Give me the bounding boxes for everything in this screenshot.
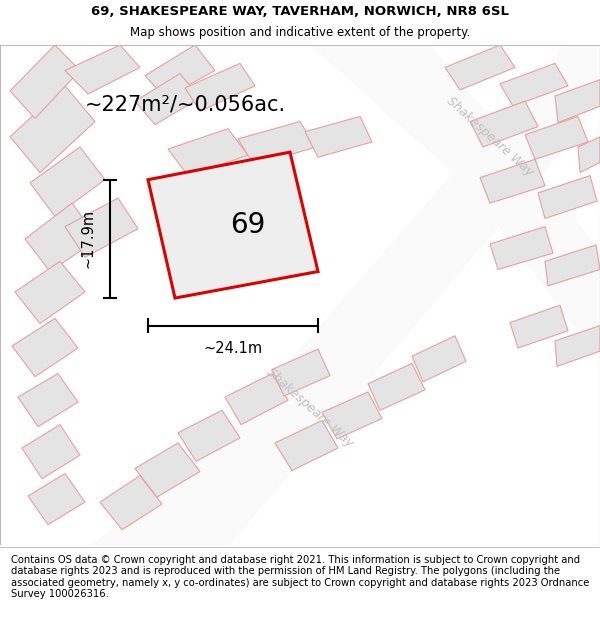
Text: Shakespeare Way: Shakespeare Way xyxy=(444,94,536,179)
Polygon shape xyxy=(135,74,200,124)
Polygon shape xyxy=(178,410,240,461)
Polygon shape xyxy=(30,147,105,216)
Text: 69, SHAKESPEARE WAY, TAVERHAM, NORWICH, NR8 6SL: 69, SHAKESPEARE WAY, TAVERHAM, NORWICH, … xyxy=(91,5,509,18)
Polygon shape xyxy=(412,336,466,382)
Text: 69: 69 xyxy=(230,211,265,239)
Polygon shape xyxy=(322,392,382,439)
Polygon shape xyxy=(470,101,538,147)
Polygon shape xyxy=(578,137,600,172)
Polygon shape xyxy=(18,374,78,427)
Polygon shape xyxy=(368,363,425,410)
Polygon shape xyxy=(310,45,600,361)
Text: ~227m²/~0.056ac.: ~227m²/~0.056ac. xyxy=(85,94,286,114)
Polygon shape xyxy=(15,261,85,324)
Polygon shape xyxy=(90,4,600,545)
Text: ~17.9m: ~17.9m xyxy=(80,209,95,269)
Polygon shape xyxy=(525,116,588,159)
Polygon shape xyxy=(65,45,140,94)
Polygon shape xyxy=(275,421,338,471)
Polygon shape xyxy=(238,121,316,166)
Polygon shape xyxy=(135,443,200,497)
Polygon shape xyxy=(538,176,597,219)
Polygon shape xyxy=(545,245,600,286)
Polygon shape xyxy=(500,63,568,106)
Polygon shape xyxy=(510,305,568,348)
Polygon shape xyxy=(555,326,600,366)
Polygon shape xyxy=(100,476,162,530)
Polygon shape xyxy=(145,45,215,98)
Polygon shape xyxy=(445,45,515,90)
Polygon shape xyxy=(148,152,318,298)
Polygon shape xyxy=(12,319,78,377)
Polygon shape xyxy=(185,63,255,111)
Polygon shape xyxy=(168,129,248,176)
Polygon shape xyxy=(65,198,138,258)
Polygon shape xyxy=(490,227,553,269)
Polygon shape xyxy=(10,86,95,172)
Text: Map shows position and indicative extent of the property.: Map shows position and indicative extent… xyxy=(130,26,470,39)
Polygon shape xyxy=(28,474,85,524)
Text: Contains OS data © Crown copyright and database right 2021. This information is : Contains OS data © Crown copyright and d… xyxy=(11,554,589,599)
Text: Shakespeare Way: Shakespeare Way xyxy=(264,365,356,449)
Text: ~24.1m: ~24.1m xyxy=(203,341,263,356)
Polygon shape xyxy=(480,159,545,203)
Polygon shape xyxy=(225,374,288,424)
Polygon shape xyxy=(25,203,98,271)
Polygon shape xyxy=(22,424,80,479)
Polygon shape xyxy=(272,349,330,396)
Polygon shape xyxy=(305,116,372,158)
Polygon shape xyxy=(555,80,600,122)
Polygon shape xyxy=(10,45,80,119)
